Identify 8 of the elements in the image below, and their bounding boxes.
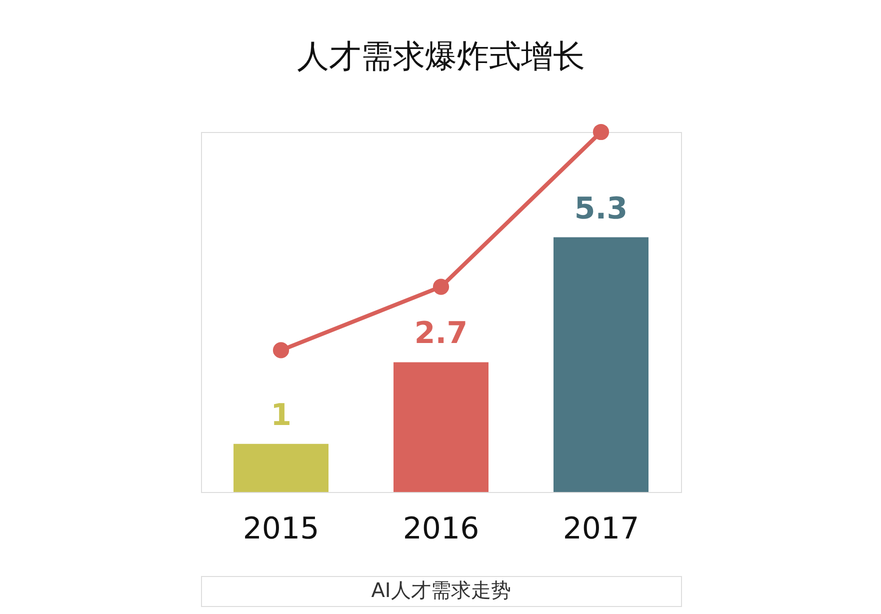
chart-title: 人才需求爆炸式增长: [297, 36, 585, 75]
data-label: 5.3: [574, 191, 628, 226]
x-tick-label: 2017: [562, 512, 640, 546]
data-label: 2.7: [414, 316, 468, 352]
text: AI人才需求走势: [371, 578, 511, 602]
data-label: 1: [270, 398, 292, 433]
x-tick-label: 2015: [242, 512, 320, 546]
x-tick-label: 2016: [402, 512, 480, 546]
